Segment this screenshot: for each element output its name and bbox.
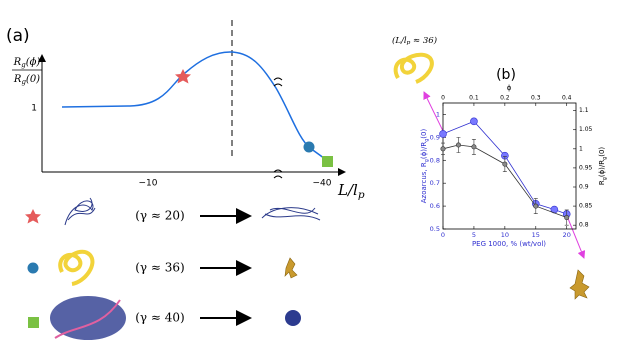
data-point (533, 203, 539, 209)
curve (61, 51, 329, 162)
y2-tick-label: 0.85 (579, 203, 593, 210)
t: (0) (598, 147, 606, 157)
x-tick-label: 5 (472, 231, 476, 239)
x2-tick-label: 0.2 (500, 95, 510, 102)
panel-label: (a) (6, 26, 30, 46)
molecule (54, 299, 121, 339)
t: g (21, 78, 26, 86)
data-point (439, 130, 447, 138)
t: g (602, 157, 608, 160)
row-label: (γ ≈ 20) (135, 209, 185, 223)
t: R (598, 180, 606, 185)
y-tick-label: 0.9 (430, 133, 440, 141)
y-tick-label: 0.6 (430, 202, 440, 210)
y2-tick-label: 1.1 (579, 107, 589, 114)
x-tick-label: 10 (501, 231, 509, 239)
x2-tick-label: 0.1 (469, 95, 479, 102)
x-tick-label: −10 (139, 179, 158, 189)
row-label: (γ ≈ 36) (135, 261, 185, 275)
data-point (564, 215, 570, 221)
t: (ϕ)/R (598, 160, 606, 177)
t: g (424, 159, 430, 162)
x-label: L/lp (337, 181, 365, 201)
t: p (407, 39, 411, 46)
square-marker (322, 156, 333, 167)
pointer (566, 215, 586, 259)
break-mark (273, 169, 283, 179)
t: (0) (420, 129, 428, 139)
x-tick-label: 20 (563, 231, 571, 239)
data-point (455, 142, 461, 148)
y-label: Azoarcus, Rg(ϕ)/Rg(0) (420, 129, 430, 204)
t: R (13, 57, 22, 68)
x-tick-label: 15 (532, 231, 540, 239)
data-point (440, 146, 446, 152)
circle-marker (27, 262, 39, 274)
y2-tick-label: 1 (579, 145, 583, 152)
data-point (502, 161, 508, 167)
y2-tick-label: 0.95 (579, 164, 593, 171)
molecule (284, 257, 298, 279)
x-label: PEG 1000, % (wt/vol) (472, 240, 546, 248)
data-point (470, 117, 478, 126)
t: (ϕ) (26, 57, 41, 68)
y-label-num: Rg(ϕ) (13, 57, 41, 70)
x2-tick-label: 0.3 (531, 95, 541, 102)
t: g (424, 139, 430, 142)
star-marker (25, 209, 41, 224)
t: g (21, 61, 26, 69)
y-tick-label: 1 (436, 110, 440, 118)
t: ≈ 36) (410, 35, 437, 46)
x-tick-label: −40 (313, 179, 332, 189)
plot-frame (442, 102, 577, 230)
y-tick-label: 0.8 (430, 156, 440, 164)
x-tick-label: 0 (441, 231, 445, 239)
molecule (58, 249, 95, 286)
y-label-den: Rg(0) (13, 74, 40, 87)
t: (L/l (392, 35, 407, 46)
y2-tick-label: 0.8 (579, 222, 589, 229)
molecule (64, 197, 96, 226)
t: (ϕ)/R (420, 142, 428, 159)
molecule (569, 269, 590, 300)
molecule (50, 296, 126, 340)
molecule (285, 310, 301, 326)
x2-tick-label: 0 (441, 95, 445, 102)
annotation: (L/lp ≈ 36) (392, 35, 437, 46)
star-marker (175, 69, 191, 84)
circle-marker (303, 141, 315, 153)
molecule (261, 207, 321, 221)
panel-label: (b) (496, 67, 516, 83)
square-marker (28, 317, 39, 328)
t: p (358, 189, 365, 201)
y2-label: Rg(ϕ)/Rg(0) (598, 147, 608, 186)
pointer (423, 91, 444, 132)
y-tick-label: 0.5 (430, 225, 440, 233)
t: R (13, 74, 22, 85)
y-tick-label: 1 (31, 104, 37, 114)
data-point (471, 144, 477, 150)
x2-tick-label: 0.4 (562, 95, 572, 102)
y-tick-label: 0.7 (430, 179, 440, 187)
row-label: (γ ≈ 40) (135, 311, 185, 325)
t: (0) (26, 74, 40, 85)
break-mark (273, 77, 283, 87)
t: g (602, 177, 608, 180)
y2-tick-label: 1.05 (579, 126, 593, 133)
molecule (393, 52, 434, 84)
y2-tick-label: 0.9 (579, 184, 589, 191)
t: Azoarcus, R (420, 162, 428, 203)
x2-label: ϕ (507, 84, 512, 92)
series-line (442, 144, 567, 218)
t: L/l (337, 181, 358, 199)
